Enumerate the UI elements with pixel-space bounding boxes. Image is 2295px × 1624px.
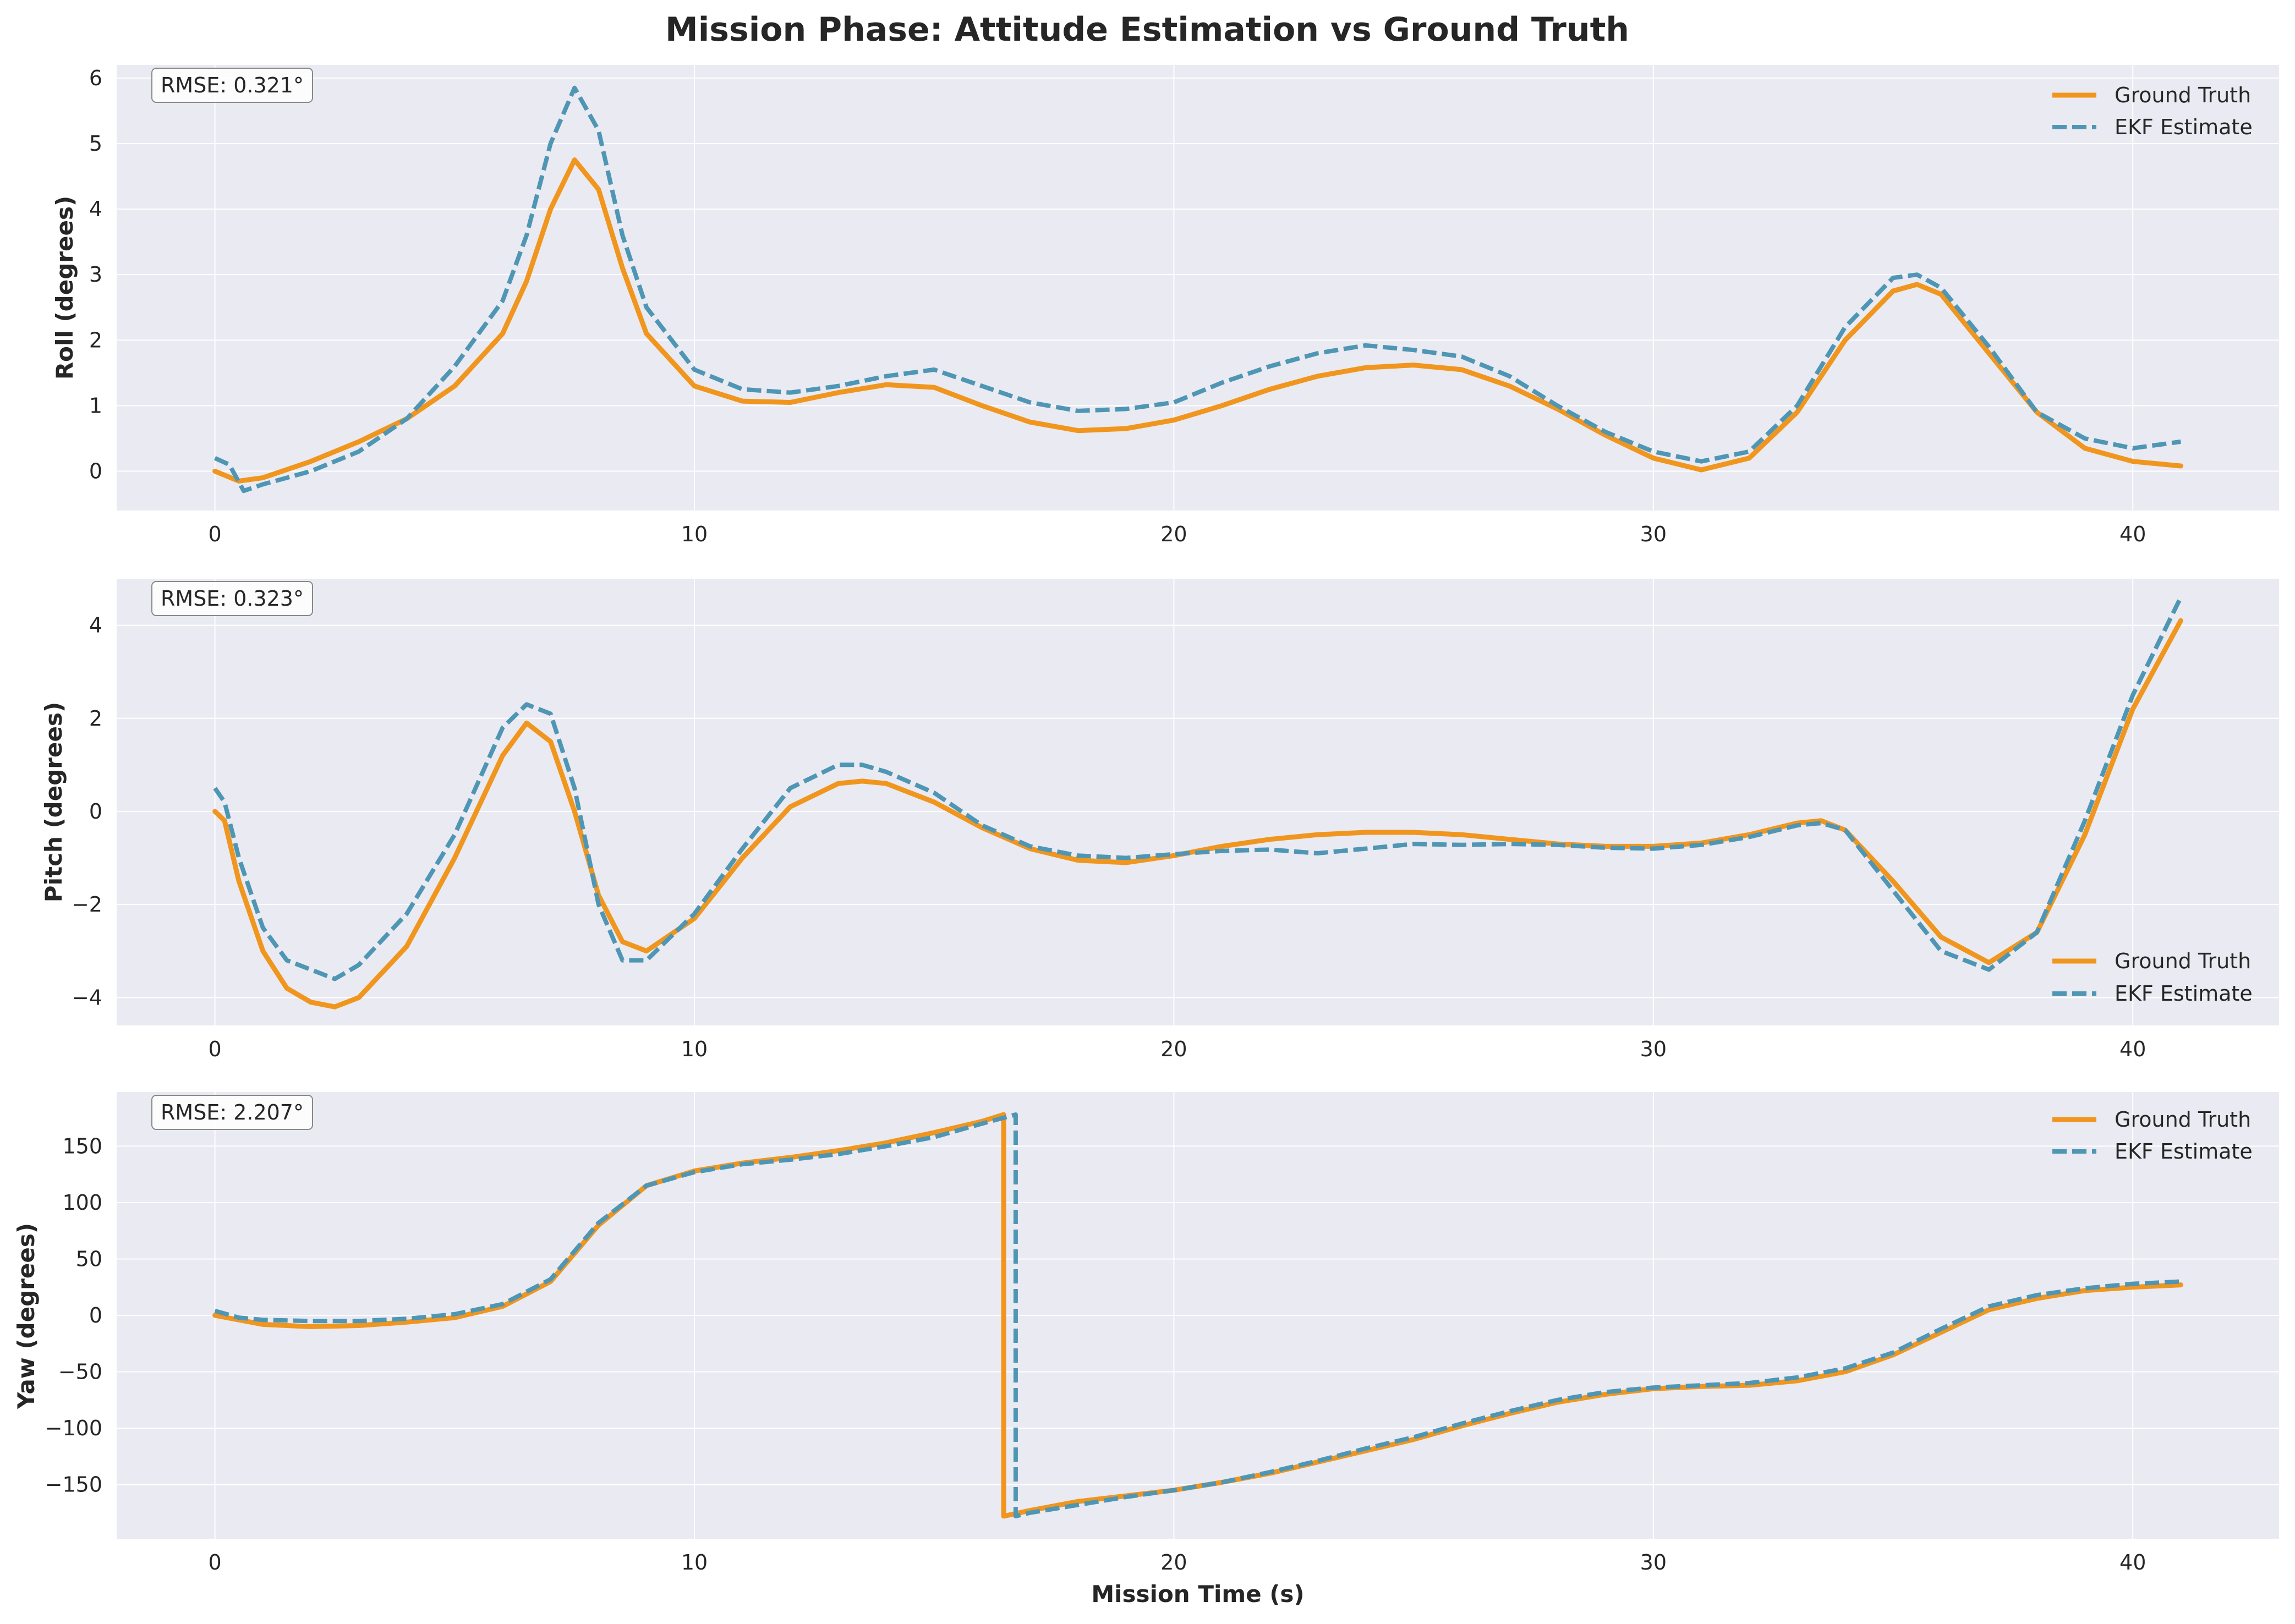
roll-y-tick-label: 1: [89, 393, 102, 418]
yaw-x-tick-label: 20: [1160, 1550, 1187, 1574]
pitch-legend-ekf-label: EKF Estimate: [2115, 981, 2253, 1006]
pitch-y-axis-label: Pitch (degrees): [40, 702, 67, 902]
pitch-x-ticks: 0 10 20 30 40: [209, 1037, 2146, 1061]
pitch-x-tick-label: 10: [681, 1037, 708, 1061]
pitch-x-tick-label: 0: [209, 1037, 222, 1061]
yaw-series: [212, 1112, 2183, 1519]
roll-rmse-label: RMSE: 0.321°: [161, 73, 304, 97]
yaw-x-tick-label: 40: [2119, 1550, 2146, 1574]
roll-rmse-box: [151, 68, 313, 103]
yaw-legend: Ground Truth EKF Estimate: [2052, 1107, 2253, 1164]
pitch-y-tick-label: −4: [72, 985, 102, 1009]
yaw-x-tick-label: 10: [681, 1550, 708, 1574]
yaw-x-tick-label: 30: [1640, 1550, 1667, 1574]
roll-y-tick-label: 0: [89, 459, 102, 484]
yaw-y-tick-label: 50: [76, 1247, 102, 1271]
roll-ekf-estimate-line: [213, 85, 2181, 493]
roll-y-ticks: 0 1 2 3 4 5 6: [89, 66, 102, 484]
yaw-y-tick-label: 100: [62, 1190, 102, 1215]
roll-x-tick-label: 20: [1160, 522, 1187, 546]
yaw-y-tick-label: 150: [62, 1134, 102, 1158]
yaw-x-axis-label: Mission Time (s): [1091, 1581, 1304, 1607]
roll-legend-ekf-label: EKF Estimate: [2115, 115, 2253, 139]
yaw-panel: 0 10 20 30 40 −150 −100 −50 0 50 100 150 Yaw (degr…: [13, 1092, 2279, 1607]
yaw-rmse-label: RMSE: 2.207°: [161, 1100, 304, 1124]
pitch-panel: 0 10 20 30 40 −4 −2 0 2 4 Pitch (degrees) RMSE: …: [40, 579, 2279, 1061]
roll-legend: Ground Truth EKF Estimate: [2052, 83, 2253, 139]
roll-x-tick-label: 10: [681, 522, 708, 546]
roll-x-tick-label: 30: [1640, 522, 1667, 546]
yaw-legend-gt-label: Ground Truth: [2115, 1107, 2251, 1132]
pitch-y-tick-label: 4: [89, 613, 102, 638]
roll-x-ticks: 0 10 20 30 40: [209, 522, 2146, 546]
pitch-y-tick-label: 2: [89, 706, 102, 731]
pitch-y-tick-label: 0: [89, 799, 102, 824]
pitch-y-tick-label: −2: [72, 892, 102, 917]
roll-y-tick-label: 5: [89, 131, 102, 156]
yaw-y-tick-label: −100: [45, 1416, 102, 1440]
yaw-ekf-estimate-line: [214, 1112, 2181, 1518]
yaw-annotation: RMSE: 2.207°: [151, 1095, 313, 1130]
yaw-x-tick-label: 0: [209, 1550, 222, 1574]
roll-y-tick-label: 3: [89, 262, 102, 287]
pitch-ekf-estimate-line: [213, 596, 2183, 981]
roll-y-tick-label: 4: [89, 197, 102, 221]
roll-legend-gt-label: Ground Truth: [2115, 83, 2251, 107]
pitch-ground-truth-line: [212, 618, 2183, 1009]
roll-series: [212, 85, 2183, 493]
pitch-rmse-label: RMSE: 0.323°: [161, 586, 304, 611]
pitch-rmse-box: [151, 581, 313, 616]
yaw-y-axis-label: Yaw (degrees): [13, 1223, 40, 1409]
yaw-y-ticks: −150 −100 −50 0 50 100 150: [45, 1134, 102, 1496]
yaw-y-tick-label: −50: [58, 1360, 102, 1384]
roll-y-axis-label: Roll (degrees): [51, 196, 78, 380]
roll-y-tick-label: 6: [89, 66, 102, 90]
yaw-grid: [117, 1092, 2279, 1539]
roll-x-tick-label: 40: [2119, 522, 2146, 546]
pitch-plot-area: [117, 579, 2279, 1025]
pitch-legend-gt-label: Ground Truth: [2115, 949, 2251, 973]
roll-ground-truth-line: [212, 157, 2183, 484]
roll-annotation: RMSE: 0.321°: [151, 68, 313, 103]
pitch-y-ticks: −4 −2 0 2 4: [72, 613, 102, 1010]
yaw-y-tick-label: −150: [45, 1473, 102, 1497]
pitch-x-tick-label: 20: [1160, 1037, 1187, 1061]
roll-x-tick-label: 0: [209, 522, 222, 546]
roll-plot-area: [117, 65, 2279, 511]
pitch-annotation: RMSE: 0.323°: [151, 581, 313, 616]
yaw-rmse-box: [151, 1095, 313, 1130]
yaw-legend-ekf-label: EKF Estimate: [2115, 1139, 2253, 1164]
roll-panel: 0 10 20 30 40 0 1 2 3 4 5 6 Roll (degrees) RMSE: 0…: [51, 65, 2279, 546]
yaw-y-tick-label: 0: [89, 1303, 102, 1327]
yaw-x-ticks: 0 10 20 30 40: [209, 1550, 2146, 1574]
roll-y-tick-label: 2: [89, 328, 102, 352]
pitch-legend: Ground Truth EKF Estimate: [2052, 949, 2253, 1006]
figure-title: Mission Phase: Attitude Estimation vs Gr…: [665, 10, 1629, 49]
pitch-x-tick-label: 30: [1640, 1037, 1667, 1061]
pitch-series: [212, 596, 2183, 1009]
pitch-x-tick-label: 40: [2119, 1037, 2146, 1061]
